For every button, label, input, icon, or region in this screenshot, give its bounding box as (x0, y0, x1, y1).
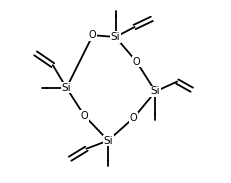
Text: Si: Si (62, 83, 71, 93)
Text: Si: Si (111, 32, 120, 42)
Text: Si: Si (103, 136, 113, 145)
Text: O: O (81, 111, 88, 121)
Text: Si: Si (151, 87, 160, 96)
Text: O: O (89, 30, 97, 40)
Text: O: O (130, 113, 137, 123)
Text: O: O (133, 57, 140, 67)
